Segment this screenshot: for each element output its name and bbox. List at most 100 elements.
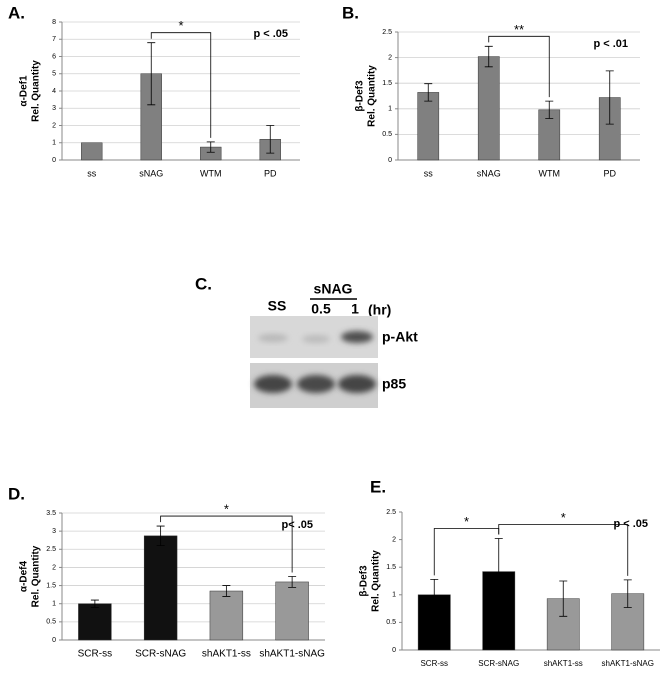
error-bar — [424, 83, 433, 102]
p-value: p< .05 — [282, 519, 314, 531]
error-bar — [288, 576, 297, 588]
panel-letter: D. — [8, 484, 25, 503]
y-axis-label: α-Def4 — [19, 560, 30, 592]
y-tick-label: 4 — [52, 88, 56, 95]
y-tick-label: 3.5 — [46, 510, 56, 517]
y-axis-label: Rel. Quantity — [367, 65, 378, 127]
x-tick-label: PD — [603, 168, 616, 178]
row-label: p85 — [382, 376, 406, 392]
x-tick-label: WTM — [200, 168, 222, 178]
x-tick-label: PD — [264, 168, 277, 178]
p-value: p < .01 — [593, 38, 628, 50]
unit-label: (hr) — [368, 302, 391, 318]
y-tick-label: 2 — [388, 54, 392, 61]
y-tick-label: 2 — [52, 564, 56, 571]
y-tick-label: 0 — [52, 637, 56, 644]
row-label: p-Akt — [382, 329, 418, 345]
error-bar — [623, 579, 632, 608]
y-axis-label: Rel. Quantity — [31, 545, 42, 607]
lane-label: SS — [268, 298, 287, 314]
panel-letter: B. — [342, 3, 359, 22]
error-bar — [494, 538, 503, 606]
bar — [78, 603, 112, 641]
y-tick-label: 6 — [52, 53, 56, 60]
x-tick-label: SCR-sNAG — [135, 649, 186, 660]
significance-label: * — [178, 18, 183, 33]
y-tick-label: 1 — [52, 601, 56, 608]
error-bar — [484, 45, 493, 68]
blot-panel: C. sNAG SS 0.5 1 (hr) p-Akt p85 — [195, 274, 418, 408]
y-tick-label: 2.5 — [386, 509, 396, 516]
bar — [143, 535, 178, 641]
x-tick-label: WTM — [539, 168, 561, 178]
significance-bracket — [433, 528, 500, 576]
y-tick-label: 3 — [52, 528, 56, 535]
y-tick-label: 0.5 — [46, 619, 56, 626]
significance-label: ** — [514, 22, 524, 37]
band — [302, 335, 330, 343]
y-tick-label: 5 — [52, 71, 56, 78]
y-tick-label: 2 — [52, 122, 56, 129]
x-tick-label: shAKT1-ss — [544, 659, 583, 668]
y-tick-label: 0 — [392, 647, 396, 654]
panel-letter: A. — [8, 3, 25, 22]
lane-label: 1 — [351, 301, 359, 317]
x-tick-label: shAKT1-sNAG — [602, 659, 654, 668]
lane-label: 0.5 — [311, 301, 331, 317]
y-axis-label: α-Def1 — [19, 75, 30, 107]
y-tick-label: 2.5 — [382, 29, 392, 36]
x-tick-label: sNAG — [139, 168, 163, 178]
bar — [477, 56, 500, 161]
y-axis-label: β-Def3 — [355, 80, 366, 112]
significance-label: * — [224, 502, 229, 517]
y-axis-label: Rel. Quantity — [31, 60, 42, 122]
y-tick-label: 0.5 — [382, 131, 392, 138]
error-bar — [156, 525, 165, 547]
bar — [209, 590, 244, 641]
error-bar — [559, 580, 568, 617]
significance-label: * — [561, 510, 566, 525]
x-tick-label: SCR-sNAG — [478, 659, 519, 668]
error-bar — [545, 100, 554, 119]
bar — [81, 142, 103, 161]
significance-bracket — [488, 35, 550, 98]
error-bar — [147, 42, 156, 106]
band — [254, 375, 292, 393]
error-bar — [90, 599, 99, 608]
y-tick-label: 1 — [388, 106, 392, 113]
significance-bracket — [150, 32, 212, 138]
significance-label: * — [464, 514, 469, 529]
y-tick-label: 2 — [392, 536, 396, 543]
y-axis-label: β-Def3 — [359, 565, 370, 597]
error-bar — [206, 141, 215, 153]
error-bar — [605, 70, 614, 125]
y-tick-label: 8 — [52, 19, 56, 26]
significance-bracket — [160, 515, 293, 573]
x-tick-label: shAKT1-ss — [202, 649, 251, 660]
error-bar — [266, 125, 275, 154]
y-tick-label: 0 — [52, 157, 56, 164]
band — [258, 334, 288, 342]
x-tick-label: shAKT1-sNAG — [259, 649, 325, 660]
band — [297, 375, 335, 393]
y-tick-label: 1 — [52, 140, 56, 147]
y-tick-label: 0 — [388, 157, 392, 164]
y-tick-label: 2.5 — [46, 546, 56, 553]
panel-letter: E. — [370, 477, 386, 496]
x-tick-label: SCR-ss — [78, 649, 112, 660]
group-label: sNAG — [314, 281, 353, 297]
x-tick-label: ss — [87, 168, 97, 178]
band — [338, 375, 376, 393]
y-axis-label: Rel. Quantity — [371, 550, 382, 612]
y-tick-label: 1.5 — [46, 582, 56, 589]
y-tick-label: 1 — [392, 592, 396, 599]
y-tick-label: 7 — [52, 36, 56, 43]
panel-letter: C. — [195, 274, 212, 293]
y-tick-label: 1.5 — [382, 80, 392, 87]
bar — [417, 92, 440, 161]
x-tick-label: ss — [424, 168, 434, 178]
y-tick-label: 0.5 — [386, 619, 396, 626]
error-bar — [222, 585, 231, 597]
p-value: p < .05 — [613, 518, 648, 530]
